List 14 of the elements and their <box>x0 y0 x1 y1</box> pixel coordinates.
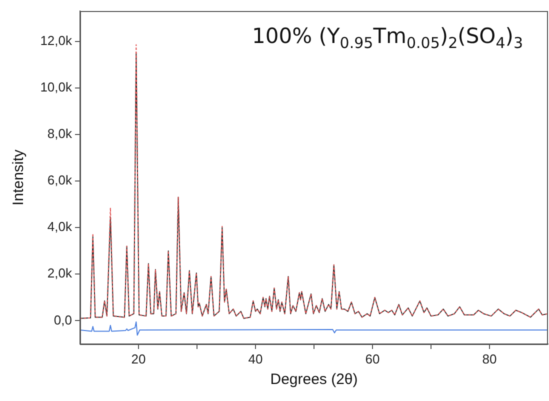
y-tick-label: 10,0k <box>40 79 72 94</box>
x-tick-label: 60 <box>365 351 380 366</box>
y-tick-label: 2,0k <box>47 266 72 281</box>
y-axis-title: Intensity <box>10 149 28 206</box>
y-tick-label: 0,0 <box>54 312 72 328</box>
y-tick-label: 8,0k <box>47 126 72 141</box>
x-axis-title: Degrees (2θ) <box>270 371 358 388</box>
y-tick-label: 4,0k <box>47 219 72 234</box>
x-tick-label: 20 <box>131 351 146 366</box>
y-tick-label: 12,0k <box>40 32 72 48</box>
x-tick-label: 80 <box>482 351 497 366</box>
y-tick-label: 6,0k <box>47 172 72 188</box>
chart-title: 100% (Y$_{0.95}$Tm$_{0.05}$)$_{2}$(SO$_{4}$)$_{3}$ <box>252 24 523 52</box>
x-tick-label: 40 <box>248 351 263 366</box>
